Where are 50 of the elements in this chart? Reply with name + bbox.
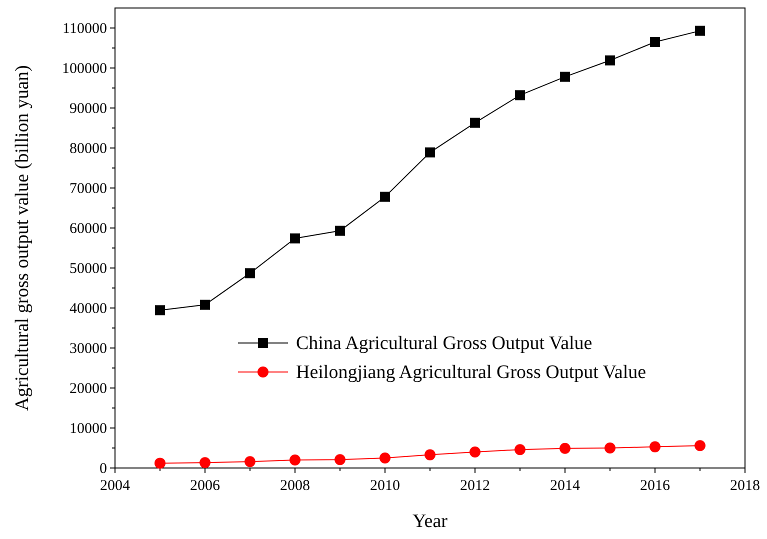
point [200,300,210,310]
y-tick-label: 50000 [70,261,107,277]
y-tick-label: 90000 [70,101,107,117]
point [380,452,390,464]
x-axis-title: Year [412,511,448,532]
legend-label: China Agricultural Gross Output Value [296,333,592,354]
point [425,147,435,158]
point [650,37,660,47]
point [604,442,616,454]
x-tick-label: 2006 [190,478,220,494]
point [695,26,705,36]
point [335,226,345,236]
point [694,440,706,452]
point [290,454,300,466]
y-tick-label: 70000 [70,181,107,197]
x-tick-label: 2004 [100,478,130,494]
point [514,444,526,456]
x-tick-label: 2012 [460,478,490,494]
point [515,90,525,100]
point [560,442,570,454]
x-tick-label: 2014 [550,478,580,494]
y-tick-label: 20000 [70,381,107,397]
point [200,457,210,468]
legend-label: Heilongjiang Agricultural Gross Output Value [296,362,646,383]
x-tick-label: 2016 [640,478,670,494]
point [245,268,255,278]
point [155,305,165,316]
x-tick-label: 2018 [730,478,760,494]
y-tick-label: 100000 [62,61,107,77]
y-tick-label: 60000 [70,221,107,237]
point [334,454,346,466]
y-tick-label: 40000 [70,301,107,317]
y-tick-label: 0 [100,461,107,477]
y-axis-title: Agricultural gross output value (billion yuan) [12,65,33,411]
point [244,456,256,468]
point [380,192,390,202]
y-tick-label: 80000 [70,141,107,157]
point [154,458,166,469]
x-tick-label: 2008 [280,478,310,494]
point [650,441,660,452]
point [424,449,436,460]
point [560,72,570,82]
y-tick-label: 30000 [70,341,107,357]
y-tick-label: 10000 [70,421,107,437]
point [290,233,300,244]
point [605,55,615,66]
point [470,118,480,128]
point [470,446,480,458]
y-tick-label: 110000 [62,21,107,37]
x-tick-label: 2010 [370,478,400,494]
